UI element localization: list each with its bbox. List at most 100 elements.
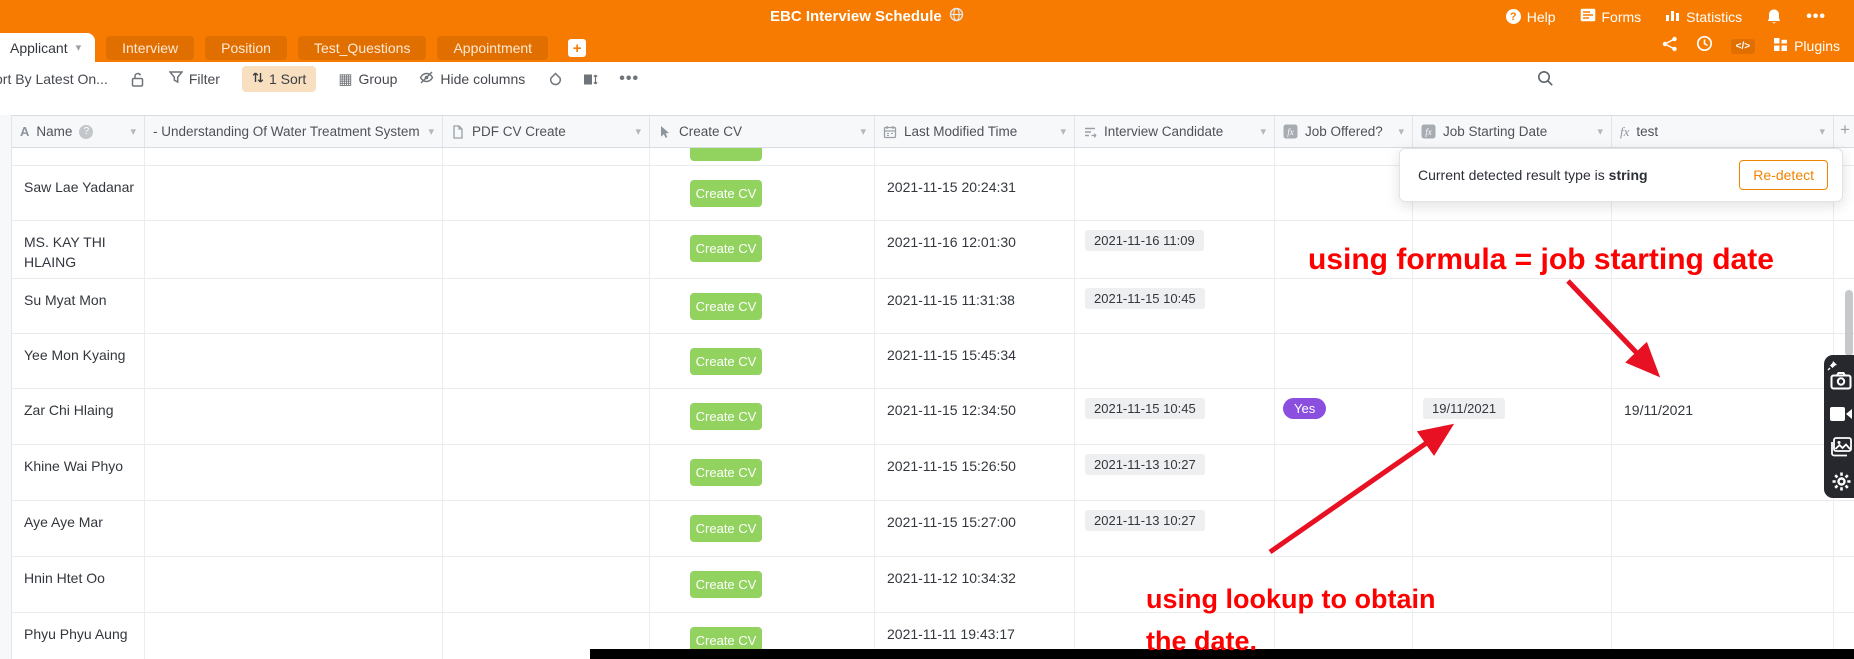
cell[interactable] — [1612, 445, 1834, 500]
cell[interactable]: 2021-11-15 10:45 — [1075, 279, 1275, 333]
cell[interactable] — [1413, 445, 1612, 500]
cell[interactable] — [1413, 501, 1612, 556]
cell[interactable] — [1275, 501, 1413, 556]
create-cv-button[interactable]: Create CV — [690, 515, 762, 542]
cell[interactable]: Create CV — [650, 445, 875, 500]
cell[interactable] — [1413, 557, 1612, 612]
cell[interactable]: Khine Wai Phyo — [12, 445, 145, 500]
cell[interactable] — [145, 613, 443, 659]
hide-columns-button[interactable]: Hide columns — [419, 71, 525, 87]
cell[interactable]: Create CV — [650, 334, 875, 388]
column-header-last-modified-time[interactable]: Last Modified Time ▾ — [875, 116, 1075, 147]
toolbar-more-button[interactable]: ••• — [619, 70, 640, 87]
automation-code-icon[interactable]: </> — [1730, 38, 1756, 54]
tab-interview[interactable]: Interview — [106, 36, 195, 60]
settings-gear-icon[interactable] — [1831, 471, 1852, 497]
camera-icon[interactable] — [1830, 371, 1852, 396]
re-detect-button[interactable]: Re-detect — [1739, 160, 1828, 190]
cell[interactable]: Create CV — [650, 166, 875, 220]
cell[interactable] — [1275, 613, 1413, 659]
cell[interactable] — [443, 148, 650, 165]
column-menu-caret-icon[interactable]: ▾ — [1819, 126, 1825, 138]
create-cv-button[interactable]: Create CV — [690, 348, 762, 375]
cell[interactable]: 2021-11-13 10:27 — [1075, 445, 1275, 500]
cell[interactable] — [1275, 221, 1413, 278]
create-cv-button[interactable]: Create CV — [690, 235, 762, 262]
cell[interactable] — [1413, 221, 1612, 278]
lock-icon[interactable] — [131, 72, 144, 87]
cell[interactable]: MS. KAY THI HLAING — [12, 221, 145, 278]
cell[interactable]: Create CV — [650, 557, 875, 612]
tab-appointment[interactable]: Appointment — [437, 36, 549, 60]
create-cv-button[interactable]: Create CV — [690, 403, 762, 430]
cell[interactable] — [443, 221, 650, 278]
vertical-scrollbar-thumb[interactable] — [1845, 290, 1853, 356]
cell[interactable] — [1275, 557, 1413, 612]
column-menu-caret-icon[interactable]: ▾ — [1597, 126, 1603, 138]
cell[interactable] — [1275, 334, 1413, 388]
column-header-name[interactable]: A Name? ▾ — [12, 116, 145, 147]
column-header-pdf-cv-create[interactable]: PDF CV Create ▾ — [443, 116, 650, 147]
image-icon[interactable] — [1830, 437, 1852, 462]
cell[interactable] — [145, 445, 443, 500]
cell[interactable] — [1275, 279, 1413, 333]
cell[interactable]: Create CV — [650, 221, 875, 278]
cell[interactable]: 2021-11-15 15:27:00 — [875, 501, 1075, 556]
column-header-test[interactable]: fx test ▾ — [1612, 116, 1834, 147]
cell[interactable] — [1612, 501, 1834, 556]
column-menu-caret-icon[interactable]: ▾ — [860, 126, 866, 138]
cell[interactable]: Aye Aye Mar — [12, 501, 145, 556]
column-header-job-starting-date[interactable]: fx Job Starting Date ▾ — [1413, 116, 1612, 147]
cell[interactable]: 2021-11-11 19:43:17 — [875, 613, 1075, 659]
cell[interactable] — [1275, 166, 1413, 220]
column-header-understanding-of-water-treatment-system[interactable]: - Understanding Of Water Treatment Syste… — [145, 116, 443, 147]
cell[interactable]: 2021-11-15 20:24:31 — [875, 166, 1075, 220]
cell[interactable] — [1075, 557, 1275, 612]
cell[interactable] — [1275, 148, 1413, 165]
cell[interactable]: Zar Chi Hlaing — [12, 389, 145, 444]
column-header-create-cv[interactable]: Create CV ▾ — [650, 116, 875, 147]
create-cv-button[interactable]: Create CV — [690, 459, 762, 486]
plugins-button[interactable]: Plugins — [1773, 37, 1840, 55]
cell[interactable] — [145, 389, 443, 444]
more-options-button[interactable]: ••• — [1806, 7, 1826, 25]
cell[interactable]: Hnin Htet Oo — [12, 557, 145, 612]
create-cv-button[interactable]: Create CV — [690, 180, 762, 207]
search-icon[interactable] — [1537, 70, 1554, 90]
cell[interactable] — [1275, 445, 1413, 500]
add-column-button[interactable]: + — [1840, 120, 1850, 139]
create-cv-button-partial[interactable] — [690, 148, 762, 161]
cell[interactable] — [875, 148, 1075, 165]
forms-button[interactable]: Forms — [1580, 8, 1641, 25]
cell[interactable]: 19/11/2021 — [1612, 389, 1834, 444]
cell[interactable] — [145, 334, 443, 388]
pin-icon[interactable] — [1827, 358, 1838, 376]
cell[interactable]: Yee Mon Kyaing — [12, 334, 145, 388]
cell[interactable] — [145, 166, 443, 220]
filter-button[interactable]: Filter — [168, 71, 220, 87]
column-header-interview-candidate[interactable]: Interview Candidate ▾ — [1075, 116, 1275, 147]
cell[interactable] — [1413, 334, 1612, 388]
cell[interactable] — [443, 166, 650, 220]
cell[interactable] — [1612, 334, 1834, 388]
cell[interactable]: 2021-11-15 15:26:50 — [875, 445, 1075, 500]
tab-test-questions[interactable]: Test_Questions — [297, 36, 427, 60]
statistics-button[interactable]: Statistics — [1665, 8, 1742, 25]
cell[interactable]: 2021-11-15 10:45 — [1075, 389, 1275, 444]
cell[interactable] — [443, 334, 650, 388]
cell[interactable] — [443, 445, 650, 500]
share-icon[interactable] — [1662, 36, 1678, 57]
column-menu-caret-icon[interactable]: ▾ — [428, 126, 434, 138]
tab-position[interactable]: Position — [205, 36, 287, 60]
cell[interactable] — [1075, 334, 1275, 388]
cell[interactable]: 2021-11-15 12:34:50 — [875, 389, 1075, 444]
column-menu-caret-icon[interactable]: ▾ — [130, 126, 136, 138]
sort-button[interactable]: 1 Sort — [241, 66, 317, 92]
cell[interactable] — [145, 501, 443, 556]
group-button[interactable]: ▦ Group — [338, 70, 398, 88]
cell[interactable]: Create CV — [650, 279, 875, 333]
cell[interactable] — [443, 501, 650, 556]
create-cv-button[interactable]: Create CV — [690, 293, 762, 320]
history-icon[interactable] — [1696, 35, 1713, 57]
column-menu-caret-icon[interactable]: ▾ — [1398, 126, 1404, 138]
